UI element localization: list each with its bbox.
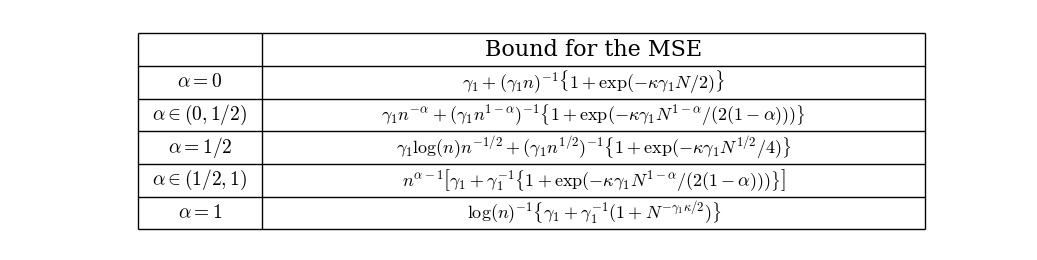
Text: $\alpha = 0$: $\alpha = 0$ [177, 73, 223, 91]
Text: Bound for the MSE: Bound for the MSE [485, 38, 702, 61]
Text: $\gamma_1 \log(n)n^{-1/2} + (\gamma_1 n^{1/2})^{-1}\left\{1 + \exp(-\kappa\gamma: $\gamma_1 \log(n)n^{-1/2} + (\gamma_1 n^… [396, 134, 791, 161]
Text: $\gamma_1 n^{-\alpha} + (\gamma_1 n^{1-\alpha})^{-1}\left\{1 + \exp(-\kappa\gamm: $\gamma_1 n^{-\alpha} + (\gamma_1 n^{1-\… [382, 102, 806, 127]
Text: $\gamma_1 + (\gamma_1 n)^{-1}\{1 + \exp(-\kappa\gamma_1 N/2)\}$: $\gamma_1 + (\gamma_1 n)^{-1}\{1 + \exp(… [463, 69, 725, 96]
Text: $\alpha \in (1/2, 1)$: $\alpha \in (1/2, 1)$ [152, 168, 248, 192]
Text: $\alpha = 1/2$: $\alpha = 1/2$ [168, 135, 232, 160]
Text: $\alpha = 1$: $\alpha = 1$ [177, 204, 222, 222]
Text: $\log(n)^{-1}\left\{\gamma_1 + \gamma_1^{-1}(1 + N^{-\gamma_1\kappa/2})\right\}$: $\log(n)^{-1}\left\{\gamma_1 + \gamma_1^… [467, 199, 721, 227]
Text: $\alpha \in (0, 1/2)$: $\alpha \in (0, 1/2)$ [152, 103, 248, 127]
Text: $n^{\alpha-1}\left[\gamma_1 + \gamma_1^{-1}\left\{1 + \exp(-\kappa\gamma_1 N^{1-: $n^{\alpha-1}\left[\gamma_1 + \gamma_1^{… [402, 167, 785, 193]
